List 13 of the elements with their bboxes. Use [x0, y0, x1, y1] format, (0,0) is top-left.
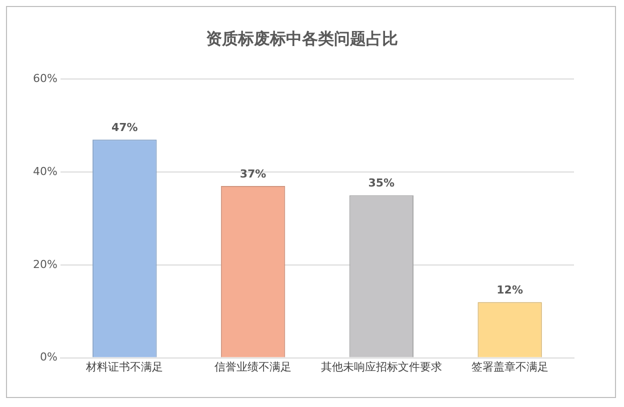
y-tick-label: 40%	[32, 164, 58, 178]
data-label: 37%	[240, 167, 266, 180]
y-tick-label: 60%	[32, 72, 58, 86]
data-label: 12%	[496, 283, 523, 296]
y-tick-label: 20%	[32, 258, 58, 271]
x-tick-label: 签署盖章不满足	[471, 360, 548, 374]
x-tick-label: 材料证书不满足	[85, 360, 164, 374]
chart-title: 资质标废标中各类问题占比	[206, 28, 398, 48]
data-label: 35%	[368, 176, 395, 190]
data-label: 47%	[111, 120, 138, 134]
x-tick-label: 其他未响应招标文件要求	[320, 360, 442, 374]
x-tick-label: 信誉业绩不满足	[214, 360, 292, 374]
y-tick-label: 0%	[40, 350, 58, 364]
